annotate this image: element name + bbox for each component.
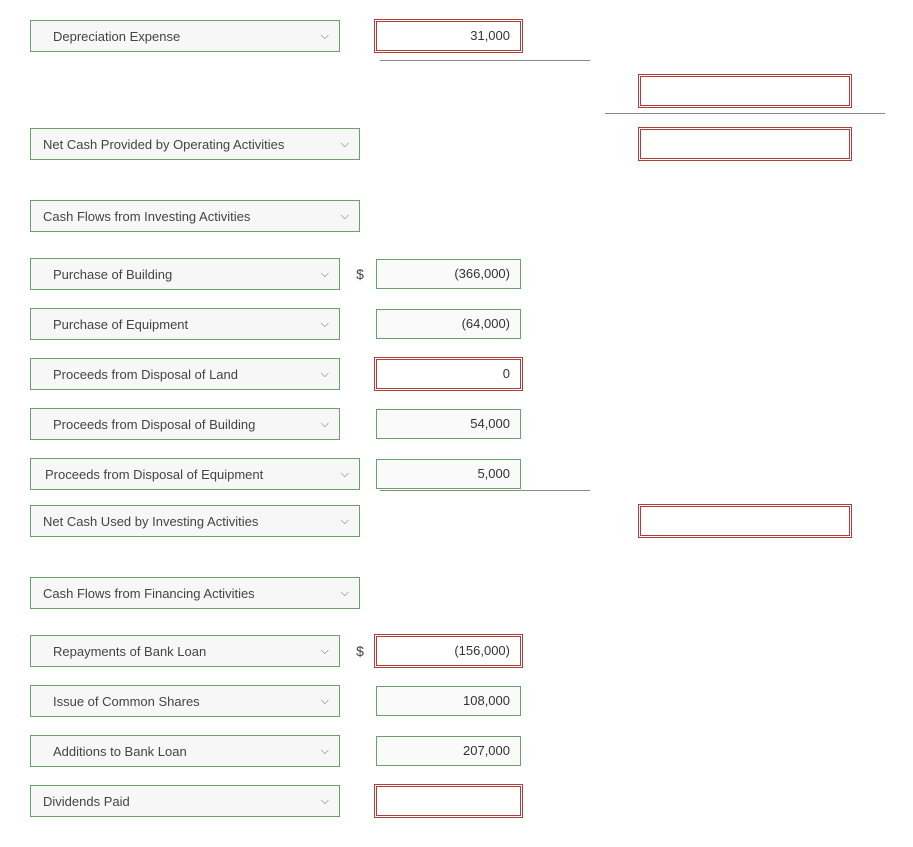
row-financing-header: Cash Flows from Financing Activities ⌵ <box>30 577 883 609</box>
chevron-down-icon: ⌵ <box>321 645 329 658</box>
chevron-down-icon: ⌵ <box>341 515 349 528</box>
dropdown-label: Net Cash Provided by Operating Activitie… <box>43 137 284 152</box>
dropdown-issue-shares[interactable]: Issue of Common Shares ⌵ <box>30 685 340 717</box>
dropdown-label: Proceeds from Disposal of Building <box>53 417 255 432</box>
dropdown-financing-header[interactable]: Cash Flows from Financing Activities ⌵ <box>30 577 360 609</box>
input-repay-loan[interactable]: (156,000) <box>376 636 521 666</box>
dropdown-disposal-building[interactable]: Proceeds from Disposal of Building ⌵ <box>30 408 340 440</box>
dropdown-purchase-equipment[interactable]: Purchase of Equipment ⌵ <box>30 308 340 340</box>
chevron-down-icon: ⌵ <box>321 368 329 381</box>
input-purchase-equipment[interactable]: (64,000) <box>376 309 521 339</box>
chevron-down-icon: ⌵ <box>321 268 329 281</box>
input-disposal-land[interactable]: 0 <box>376 359 521 389</box>
dropdown-label: Depreciation Expense <box>53 29 180 44</box>
dropdown-repay-loan[interactable]: Repayments of Bank Loan ⌵ <box>30 635 340 667</box>
dropdown-net-operating[interactable]: Net Cash Provided by Operating Activitie… <box>30 128 360 160</box>
dropdown-label: Repayments of Bank Loan <box>53 644 206 659</box>
currency-symbol: $ <box>346 643 374 659</box>
subtotal-rule <box>380 490 590 491</box>
input-total-3[interactable] <box>640 506 850 536</box>
input-disposal-equipment[interactable]: 5,000 <box>376 459 521 489</box>
chevron-down-icon: ⌵ <box>321 318 329 331</box>
dropdown-depreciation[interactable]: Depreciation Expense ⌵ <box>30 20 340 52</box>
row-disposal-building: Proceeds from Disposal of Building ⌵ $ 5… <box>30 408 883 440</box>
input-total-1[interactable] <box>640 76 850 106</box>
dropdown-label: Proceeds from Disposal of Land <box>53 367 238 382</box>
input-disposal-building[interactable]: 54,000 <box>376 409 521 439</box>
dropdown-label: Proceeds from Disposal of Equipment <box>45 467 263 482</box>
total-rule-1 <box>605 113 885 114</box>
dropdown-label: Additions to Bank Loan <box>53 744 187 759</box>
row-net-operating: Net Cash Provided by Operating Activitie… <box>30 128 883 160</box>
row-disposal-land: Proceeds from Disposal of Land ⌵ $ 0 <box>30 358 883 390</box>
chevron-down-icon: ⌵ <box>341 468 349 481</box>
input-add-loan[interactable]: 207,000 <box>376 736 521 766</box>
dropdown-dividends[interactable]: Dividends Paid ⌵ <box>30 785 340 817</box>
dropdown-net-investing[interactable]: Net Cash Used by Investing Activities ⌵ <box>30 505 360 537</box>
dropdown-label: Purchase of Building <box>53 267 172 282</box>
chevron-down-icon: ⌵ <box>341 587 349 600</box>
chevron-down-icon: ⌵ <box>341 138 349 151</box>
chevron-down-icon: ⌵ <box>321 418 329 431</box>
row-repay-loan: Repayments of Bank Loan ⌵ $ (156,000) <box>30 635 883 667</box>
row-investing-header: Cash Flows from Investing Activities ⌵ <box>30 200 883 232</box>
chevron-down-icon: ⌵ <box>341 210 349 223</box>
dropdown-label: Dividends Paid <box>43 794 130 809</box>
input-purchase-building[interactable]: (366,000) <box>376 259 521 289</box>
chevron-down-icon: ⌵ <box>321 795 329 808</box>
currency-symbol: $ <box>346 266 374 282</box>
subtotal-rule <box>380 60 590 61</box>
input-dividends[interactable] <box>376 786 521 816</box>
row-dividends: Dividends Paid ⌵ $ <box>30 785 883 817</box>
row-add-loan: Additions to Bank Loan ⌵ $ 207,000 <box>30 735 883 767</box>
dropdown-add-loan[interactable]: Additions to Bank Loan ⌵ <box>30 735 340 767</box>
dropdown-label: Issue of Common Shares <box>53 694 200 709</box>
row-net-investing: Net Cash Used by Investing Activities ⌵ <box>30 505 883 537</box>
chevron-down-icon: ⌵ <box>321 745 329 758</box>
row-total-1 <box>30 75 883 107</box>
row-purchase-equipment: Purchase of Equipment ⌵ $ (64,000) <box>30 308 883 340</box>
dropdown-disposal-equipment[interactable]: Proceeds from Disposal of Equipment ⌵ <box>30 458 360 490</box>
input-total-2[interactable] <box>640 129 850 159</box>
dropdown-label: Net Cash Used by Investing Activities <box>43 514 258 529</box>
dropdown-label: Purchase of Equipment <box>53 317 188 332</box>
dropdown-purchase-building[interactable]: Purchase of Building ⌵ <box>30 258 340 290</box>
dropdown-investing-header[interactable]: Cash Flows from Investing Activities ⌵ <box>30 200 360 232</box>
input-depreciation[interactable]: 31,000 <box>376 21 521 51</box>
input-issue-shares[interactable]: 108,000 <box>376 686 521 716</box>
row-issue-shares: Issue of Common Shares ⌵ $ 108,000 <box>30 685 883 717</box>
chevron-down-icon: ⌵ <box>321 30 329 43</box>
dropdown-label: Cash Flows from Investing Activities <box>43 209 250 224</box>
row-purchase-building: Purchase of Building ⌵ $ (366,000) <box>30 258 883 290</box>
row-depreciation: Depreciation Expense ⌵ $ 31,000 <box>30 20 883 52</box>
chevron-down-icon: ⌵ <box>321 695 329 708</box>
dropdown-label: Cash Flows from Financing Activities <box>43 586 255 601</box>
row-disposal-equipment: Proceeds from Disposal of Equipment ⌵ 5,… <box>30 458 883 490</box>
dropdown-disposal-land[interactable]: Proceeds from Disposal of Land ⌵ <box>30 358 340 390</box>
